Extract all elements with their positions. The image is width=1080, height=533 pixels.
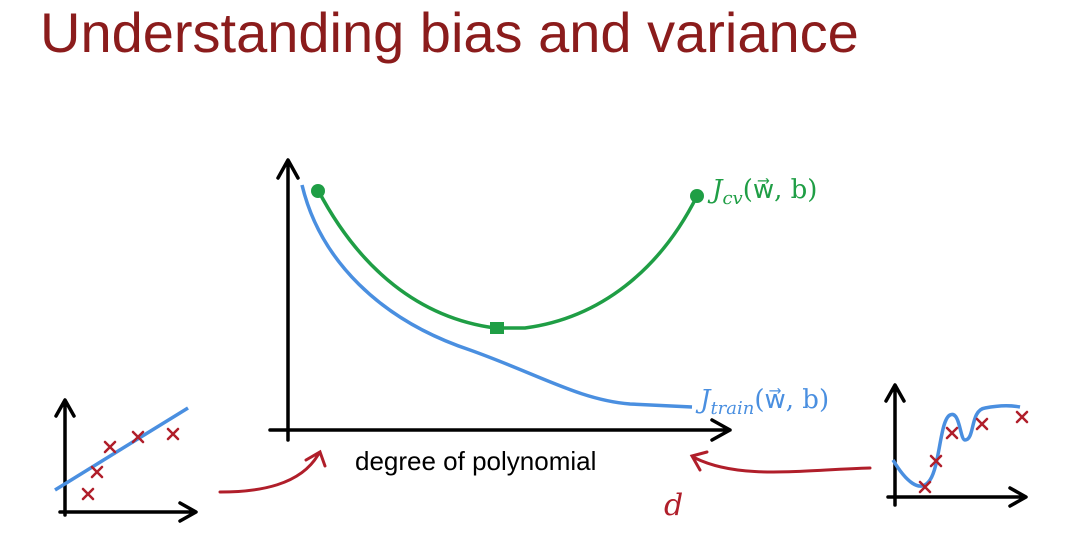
overfit-curve — [891, 403, 1021, 488]
data-points — [81, 427, 180, 501]
data-points — [918, 410, 1029, 494]
fit-line — [54, 406, 189, 492]
cv-point — [311, 184, 325, 198]
train-curve — [300, 184, 693, 409]
small-y-axis — [54, 398, 76, 517]
small-y-axis — [884, 383, 906, 507]
small-x-axis — [886, 486, 1028, 508]
train-label: Jtrain(w⃗, b) — [695, 385, 829, 419]
cv-symbol: J — [707, 175, 724, 205]
cv-args: (w⃗, b) — [743, 175, 818, 205]
train-args: (w⃗, b) — [754, 385, 829, 415]
x-axis-label: degree of polynomial — [355, 446, 596, 476]
train-symbol: J — [695, 385, 712, 415]
train-subscript: train — [710, 398, 754, 419]
cv-subscript: cv — [722, 188, 742, 209]
small-x-axis — [58, 501, 198, 523]
right-arrow — [689, 450, 872, 474]
cv-point — [490, 322, 504, 334]
y-axis — [276, 158, 300, 442]
cv-label: Jcv(w⃗, b) — [707, 175, 817, 209]
slide-title: Understanding bias and variance — [40, 1, 859, 64]
cv-point — [690, 189, 704, 203]
x-axis — [268, 418, 732, 442]
left-arrow — [218, 449, 327, 494]
x-variable: d — [664, 488, 683, 523]
cv-curve — [316, 189, 699, 330]
